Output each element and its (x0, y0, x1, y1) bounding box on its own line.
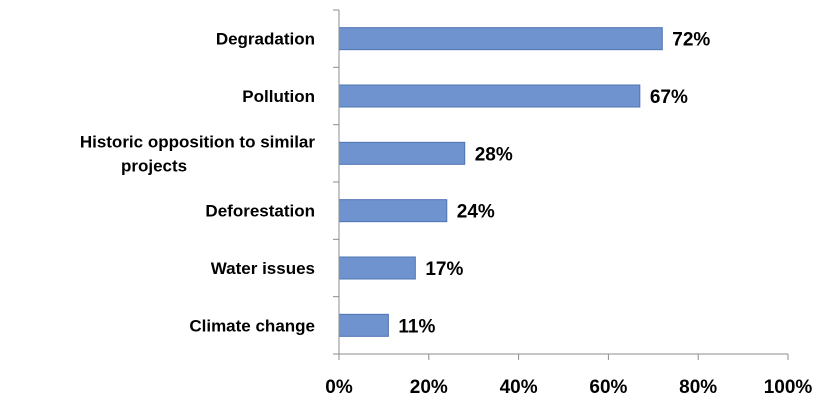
data-label-2: 67% (650, 87, 688, 108)
category-label-4: Deforestation (205, 202, 315, 221)
x-tick-label-100: 100% (764, 377, 813, 398)
data-label-6: 11% (398, 316, 435, 337)
category-label-6: Climate change (189, 316, 315, 335)
category-label-2: Pollution (242, 87, 315, 106)
bar-3 (338, 141, 466, 165)
x-tick-label-80: 80% (679, 377, 717, 398)
x-tick-label-20: 20% (410, 377, 448, 398)
x-tick-label-40: 40% (500, 377, 538, 398)
bar-2 (338, 84, 641, 108)
axes (333, 9, 789, 360)
bar-4 (338, 199, 448, 223)
data-label-5: 17% (425, 259, 463, 280)
bar-1 (338, 27, 663, 51)
category-label-3-line-1: Historic opposition to similar (80, 132, 316, 151)
bars (338, 27, 663, 337)
bar-6 (338, 313, 389, 337)
data-label-4: 24% (457, 202, 495, 223)
category-label-5: Water issues (211, 259, 315, 278)
x-tick-label-0: 0% (325, 377, 353, 398)
bar-5 (338, 256, 416, 280)
data-label-3: 28% (475, 144, 513, 165)
category-label-1: Degradation (216, 30, 315, 49)
labels: 72% Degradation 67% Pollution 28% Historic op… (80, 30, 813, 398)
data-label-1: 72% (672, 30, 710, 51)
category-label-3-line-2: projects (121, 156, 187, 175)
x-tick-label-60: 60% (589, 377, 627, 398)
